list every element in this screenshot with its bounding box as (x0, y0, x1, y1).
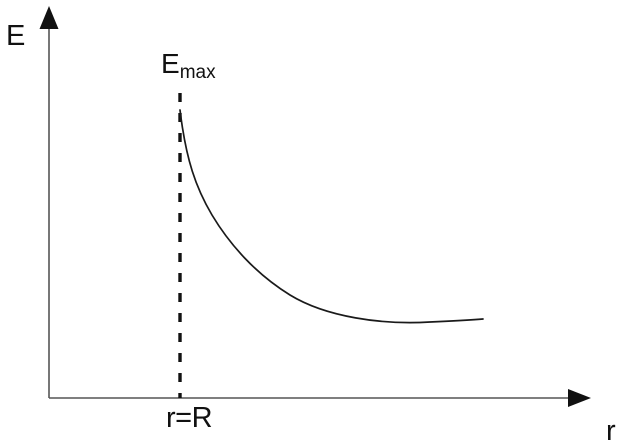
peak-value-label-subscript: max (179, 62, 216, 83)
peak-value-label-base: E (161, 48, 180, 79)
boundary-tick-label: r=R (166, 402, 213, 434)
y-axis-arrowhead-icon (39, 6, 59, 29)
peak-value-label: Emax (161, 48, 216, 83)
x-axis-arrowhead-icon (568, 389, 591, 407)
x-axis-label: r (606, 415, 616, 447)
y-axis-label: E (6, 20, 26, 52)
field-decay-curve (179, 109, 484, 324)
